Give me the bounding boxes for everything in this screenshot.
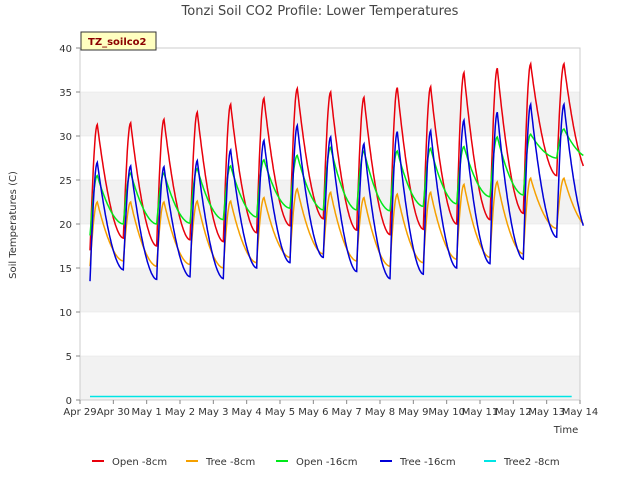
legend: Open -8cm Tree -8cm Open -16cm Tree -16cm Tr… xyxy=(92,457,560,468)
y-tick-label: 15 xyxy=(59,264,72,275)
x-tick-label: May 8 xyxy=(365,407,395,418)
x-tick-label: May 12 xyxy=(495,407,532,418)
x-tick-label: May 13 xyxy=(528,407,565,418)
grid-band xyxy=(80,136,580,180)
y-axis: 0 5 10 15 20 25 30 35 40 xyxy=(59,44,80,407)
x-tick-label: May 6 xyxy=(298,407,328,418)
y-tick-label: 10 xyxy=(59,308,72,319)
y-axis-label: Soil Temperatures (C) xyxy=(8,171,19,279)
y-tick-label: 0 xyxy=(66,396,72,407)
chart-title: Tonzi Soil CO2 Profile: Lower Temperatur… xyxy=(181,4,459,19)
grid-band xyxy=(80,312,580,356)
y-tick-label: 30 xyxy=(59,132,72,143)
legend-label: Open -16cm xyxy=(296,457,357,468)
y-tick-label: 25 xyxy=(59,176,72,187)
y-tick-label: 35 xyxy=(59,88,72,99)
x-tick-label: May 7 xyxy=(332,407,362,418)
x-tick-label: Apr 29 xyxy=(63,407,96,418)
y-tick-label: 5 xyxy=(66,352,72,363)
y-tick-label: 40 xyxy=(59,44,72,55)
grid-band xyxy=(80,356,580,400)
series-line-0 xyxy=(89,60,585,251)
x-tick-label: Apr 30 xyxy=(97,407,130,418)
grid-band xyxy=(80,224,580,268)
legend-label: Tree -16cm xyxy=(399,457,456,468)
series-line-3 xyxy=(89,101,585,282)
tag-label: TZ_soilco2 xyxy=(88,37,147,48)
series-line-1 xyxy=(89,176,584,269)
x-tick-label: May 10 xyxy=(428,407,465,418)
x-tick-label: May 9 xyxy=(398,407,428,418)
tag-box: TZ_soilco2 xyxy=(80,31,157,51)
grid-band xyxy=(80,92,580,136)
x-tick-label: May 3 xyxy=(198,407,228,418)
legend-label: Tree2 -8cm xyxy=(503,457,560,468)
x-tick-label: May 14 xyxy=(562,407,599,418)
x-tick-label: May 11 xyxy=(462,407,499,418)
x-axis: Apr 29 Apr 30 May 1 May 2 May 3 May 4 May 5 May… xyxy=(63,400,598,418)
legend-label: Open -8cm xyxy=(112,457,167,468)
grid-band xyxy=(80,268,580,312)
x-tick-label: May 5 xyxy=(265,407,295,418)
grid-band xyxy=(80,48,580,92)
x-tick-label: May 1 xyxy=(132,407,162,418)
x-axis-label: Time xyxy=(553,425,578,436)
x-tick-label: May 4 xyxy=(232,407,262,418)
legend-label: Tree -8cm xyxy=(205,457,255,468)
series-layer xyxy=(89,60,585,398)
x-tick-label: May 2 xyxy=(165,407,195,418)
y-tick-label: 20 xyxy=(59,220,72,231)
